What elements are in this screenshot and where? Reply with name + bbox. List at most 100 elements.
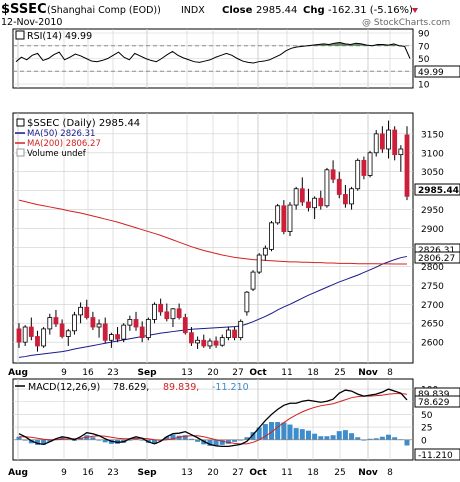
price-legend-item: $SSEC (Daily) 2985.44	[27, 118, 140, 129]
price-x-label: 25	[334, 368, 345, 378]
candle	[176, 308, 182, 318]
price-legend-item: Volume undef	[27, 149, 87, 159]
candle	[22, 326, 28, 343]
macd-histogram-bar	[195, 439, 201, 442]
price-x-label: 11	[281, 368, 292, 378]
macd-histogram-bar	[275, 422, 281, 440]
candle	[16, 328, 22, 343]
candle	[238, 320, 244, 339]
macd-histogram-bar	[336, 431, 342, 440]
macd-histogram-bar	[102, 439, 108, 443]
macd-x-label: 9	[61, 468, 67, 478]
macd-histogram-bar	[318, 436, 324, 440]
macd-histogram-bar	[201, 439, 207, 445]
macd-histogram-bar	[170, 434, 176, 440]
candle	[287, 204, 293, 232]
exchange-label: INDX	[181, 5, 205, 16]
price-tick-label: 3050	[421, 168, 444, 178]
macd-histogram-bar	[355, 437, 361, 440]
macd-histogram-bar	[262, 424, 268, 440]
macd-histogram-bar	[232, 439, 238, 442]
macd-histogram-bar	[164, 436, 170, 440]
macd-histogram-bar	[287, 424, 293, 440]
macd-histogram-bar	[65, 438, 71, 440]
candle	[262, 247, 268, 256]
price-tick-label: 2800	[421, 263, 444, 273]
candle	[115, 334, 120, 340]
macd-last-box	[414, 448, 460, 461]
candle	[281, 205, 287, 232]
candle	[201, 339, 207, 347]
macd-histogram-bar	[404, 439, 410, 446]
candle	[170, 308, 176, 320]
candle	[392, 129, 398, 156]
candle	[41, 328, 47, 347]
macd-histogram-bar	[219, 439, 225, 445]
macd-histogram-bar	[225, 439, 231, 444]
candle	[53, 317, 59, 325]
macd-histogram-bar	[349, 433, 355, 440]
candle	[152, 303, 157, 320]
candle	[96, 323, 102, 328]
price-x-label: 27	[232, 368, 243, 378]
macd-legend-name: MACD(12,26,9)	[28, 382, 100, 393]
macd-histogram-bar	[269, 422, 275, 440]
macd-histogram-bar	[324, 436, 330, 440]
candle	[65, 330, 71, 337]
price-x-label: 23	[107, 368, 118, 378]
macd-histogram-bar	[34, 439, 40, 445]
price-tick-label: 2950	[421, 206, 444, 216]
rsi-tick-label: 70	[418, 42, 430, 52]
price-x-label: Oct	[249, 368, 267, 378]
candle	[269, 222, 274, 250]
candle	[195, 339, 201, 344]
macd-histogram-bar	[16, 436, 22, 440]
close-label: Close	[222, 5, 253, 16]
ma200-line	[18, 199, 408, 265]
macd-histogram-bar	[379, 436, 385, 440]
candle	[386, 129, 391, 150]
candle	[59, 323, 65, 337]
macd-histogram-bar	[41, 439, 47, 445]
candle	[84, 306, 90, 318]
macd-histogram-bar	[256, 427, 262, 440]
candle	[133, 319, 139, 328]
macd-histogram-bar	[244, 437, 250, 440]
macd-x-label: 11	[281, 468, 292, 478]
rsi-tick-label: 10	[418, 81, 430, 91]
chg-label: Chg	[303, 5, 325, 16]
macd-histogram-bar	[293, 428, 299, 440]
candle	[404, 134, 410, 197]
candle	[182, 317, 188, 334]
macd-histogram-bar	[213, 439, 219, 446]
rsi-last-label: 49.99	[418, 68, 444, 78]
candle	[256, 254, 262, 273]
candle	[164, 311, 170, 320]
macd-last-label: 89.839	[418, 390, 450, 400]
price-legend-swatch	[16, 118, 25, 127]
macd-histogram-bar	[373, 438, 379, 440]
date-label: 12-Nov-2010	[1, 17, 62, 28]
macd-histogram-bar	[299, 429, 305, 440]
macd-legend-hist: -11.210	[212, 382, 249, 393]
rsi-title: RSI(14) 49.99	[27, 31, 92, 42]
price-x-label: 20	[207, 368, 219, 378]
price-last-label: 2826.31	[418, 246, 455, 256]
price-x-label: 18	[307, 368, 319, 378]
price-tick-label: 3100	[421, 149, 444, 159]
macd-histogram-bar	[342, 430, 348, 440]
chg-value: -162.31 (-5.16%)	[328, 5, 413, 16]
price-last-box	[414, 183, 460, 196]
price-x-label: Sep	[137, 368, 157, 378]
macd-tick-label: 25	[421, 424, 432, 434]
candle	[250, 271, 256, 290]
macd-histogram-bar	[250, 432, 256, 440]
rsi-tick-label: 50	[418, 55, 430, 65]
candle	[361, 159, 367, 176]
price-tick-label: 2600	[421, 339, 444, 349]
rsi-legend-swatch	[15, 30, 25, 40]
macd-histogram-bar	[78, 438, 84, 440]
candle	[28, 326, 34, 337]
macd-x-label: 25	[334, 468, 345, 478]
macd-histogram-bar	[207, 439, 213, 446]
